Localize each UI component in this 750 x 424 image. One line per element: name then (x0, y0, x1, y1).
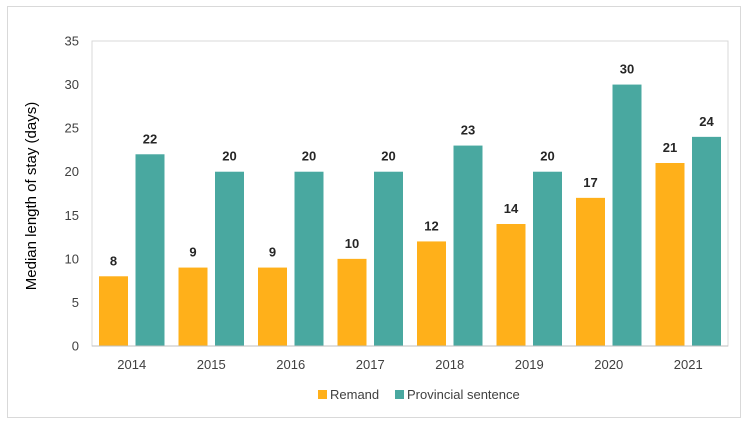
bar-remand (417, 241, 446, 346)
y-tick-label: 10 (65, 251, 79, 266)
legend-swatch (318, 390, 327, 399)
bar-provincial-sentence (294, 171, 324, 346)
data-label: 17 (583, 175, 597, 190)
data-label: 12 (424, 218, 438, 233)
bars-group: 8 22 9 20 9 20 10 20 12 23 14 20 17 30 21 24 (99, 62, 721, 347)
data-label: 8 (110, 253, 117, 268)
y-tick-label: 0 (72, 339, 79, 354)
bar-provincial-sentence (135, 154, 165, 346)
data-label: 24 (699, 114, 714, 129)
data-label: 20 (540, 149, 554, 164)
data-label: 21 (663, 140, 677, 155)
x-tick-label: 2015 (197, 357, 226, 372)
bar-remand (496, 224, 526, 346)
bar-remand (576, 197, 605, 346)
data-label: 20 (222, 149, 236, 164)
legend-swatch (395, 390, 404, 399)
y-tick-label: 20 (65, 164, 79, 179)
x-tick-label: 2019 (515, 357, 544, 372)
legend-label: Remand (330, 387, 379, 402)
bar-provincial-sentence (374, 171, 403, 346)
x-tick-label: 2014 (117, 357, 146, 372)
legend-label: Provincial sentence (407, 387, 520, 402)
bar-provincial-sentence (533, 171, 562, 346)
data-label: 30 (620, 62, 634, 77)
data-label: 9 (269, 245, 276, 260)
x-tick-label: 2020 (594, 357, 623, 372)
bar-provincial-sentence (453, 145, 483, 346)
x-tick-label: 2017 (356, 357, 385, 372)
bar-provincial-sentence (215, 171, 244, 346)
bar-remand (99, 276, 128, 346)
y-tick-label: 15 (65, 208, 79, 223)
y-tick-label: 25 (65, 121, 79, 136)
bar-remand (258, 267, 287, 346)
y-axis-ticks: 0 5 10 15 20 25 30 35 (65, 34, 79, 354)
y-tick-label: 5 (72, 295, 79, 310)
y-tick-label: 30 (65, 77, 79, 92)
legend: Remand Provincial sentence (318, 387, 520, 402)
x-axis-ticks: 2014 2015 2016 2017 2018 2019 2020 2021 (117, 357, 702, 372)
bar-provincial-sentence (692, 136, 721, 346)
bar-remand (655, 163, 685, 346)
data-label: 14 (504, 201, 519, 216)
data-label: 20 (302, 149, 316, 164)
data-label: 9 (189, 245, 196, 260)
y-tick-label: 35 (65, 34, 79, 49)
data-label: 20 (381, 149, 395, 164)
x-tick-label: 2016 (276, 357, 305, 372)
x-tick-label: 2018 (435, 357, 464, 372)
data-label: 10 (345, 236, 359, 251)
data-label: 22 (143, 131, 157, 146)
x-tick-label: 2021 (674, 357, 703, 372)
bar-remand (337, 258, 367, 346)
data-label: 23 (461, 123, 475, 138)
bar-provincial-sentence (612, 84, 642, 347)
bar-remand (178, 267, 208, 346)
y-axis-title: Median length of stay (days) (23, 102, 40, 290)
